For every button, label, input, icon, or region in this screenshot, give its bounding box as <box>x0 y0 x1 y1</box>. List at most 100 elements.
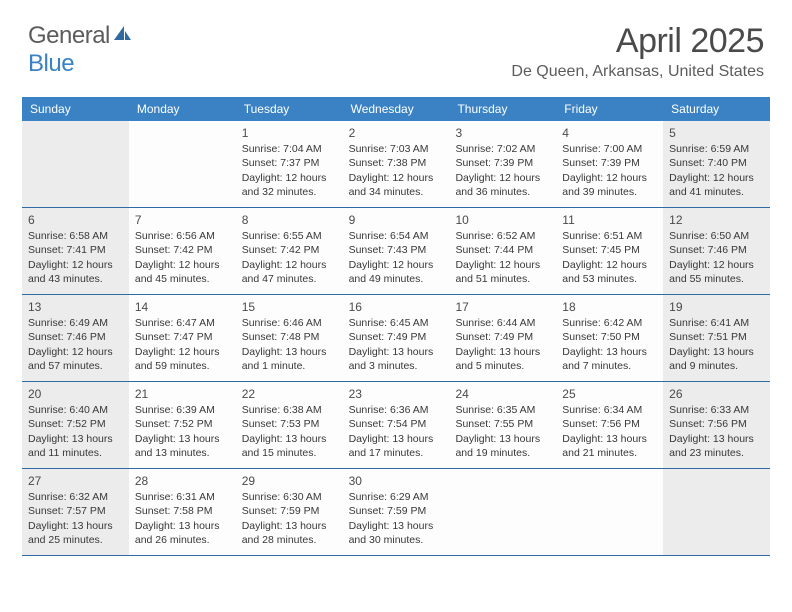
day-cell: 29Sunrise: 6:30 AMSunset: 7:59 PMDayligh… <box>236 469 343 555</box>
day-cell: 14Sunrise: 6:47 AMSunset: 7:47 PMDayligh… <box>129 295 236 381</box>
day-info-line: Daylight: 12 hours and 59 minutes. <box>135 345 230 373</box>
day-header-cell: Wednesday <box>343 97 450 121</box>
day-info-line: Sunrise: 6:58 AM <box>28 229 123 243</box>
week-row: 27Sunrise: 6:32 AMSunset: 7:57 PMDayligh… <box>22 469 770 556</box>
day-cell: 21Sunrise: 6:39 AMSunset: 7:52 PMDayligh… <box>129 382 236 468</box>
day-number: 29 <box>242 473 337 489</box>
day-header-cell: Tuesday <box>236 97 343 121</box>
day-info-line: Sunrise: 6:35 AM <box>455 403 550 417</box>
day-info-line: Daylight: 13 hours and 28 minutes. <box>242 519 337 547</box>
day-cell: 15Sunrise: 6:46 AMSunset: 7:48 PMDayligh… <box>236 295 343 381</box>
day-info-line: Sunrise: 7:03 AM <box>349 142 444 156</box>
day-info-line: Daylight: 12 hours and 39 minutes. <box>562 171 657 199</box>
day-header-cell: Sunday <box>22 97 129 121</box>
day-info-line: Daylight: 12 hours and 53 minutes. <box>562 258 657 286</box>
day-info-line: Daylight: 13 hours and 19 minutes. <box>455 432 550 460</box>
brand-part2: Blue <box>28 50 74 77</box>
day-cell: 16Sunrise: 6:45 AMSunset: 7:49 PMDayligh… <box>343 295 450 381</box>
day-info-line: Sunrise: 6:52 AM <box>455 229 550 243</box>
day-info-line: Sunrise: 6:59 AM <box>669 142 764 156</box>
day-cell: 5Sunrise: 6:59 AMSunset: 7:40 PMDaylight… <box>663 121 770 207</box>
day-cell: 18Sunrise: 6:42 AMSunset: 7:50 PMDayligh… <box>556 295 663 381</box>
day-info-line: Sunset: 7:56 PM <box>669 417 764 431</box>
day-cell: 3Sunrise: 7:02 AMSunset: 7:39 PMDaylight… <box>449 121 556 207</box>
day-info-line: Daylight: 13 hours and 9 minutes. <box>669 345 764 373</box>
day-cell <box>22 121 129 207</box>
day-number: 4 <box>562 125 657 141</box>
day-info-line: Sunset: 7:55 PM <box>455 417 550 431</box>
day-info-line: Sunrise: 6:30 AM <box>242 490 337 504</box>
week-row: 6Sunrise: 6:58 AMSunset: 7:41 PMDaylight… <box>22 208 770 295</box>
day-info-line: Sunrise: 6:45 AM <box>349 316 444 330</box>
day-cell: 27Sunrise: 6:32 AMSunset: 7:57 PMDayligh… <box>22 469 129 555</box>
day-cell: 2Sunrise: 7:03 AMSunset: 7:38 PMDaylight… <box>343 121 450 207</box>
day-info-line: Sunset: 7:48 PM <box>242 330 337 344</box>
day-cell <box>663 469 770 555</box>
day-info-line: Daylight: 13 hours and 17 minutes. <box>349 432 444 460</box>
day-info-line: Sunset: 7:56 PM <box>562 417 657 431</box>
day-info-line: Sunrise: 6:44 AM <box>455 316 550 330</box>
day-number: 21 <box>135 386 230 402</box>
day-number: 25 <box>562 386 657 402</box>
day-cell: 11Sunrise: 6:51 AMSunset: 7:45 PMDayligh… <box>556 208 663 294</box>
day-cell: 7Sunrise: 6:56 AMSunset: 7:42 PMDaylight… <box>129 208 236 294</box>
day-cell <box>129 121 236 207</box>
day-number: 14 <box>135 299 230 315</box>
day-info-line: Daylight: 12 hours and 43 minutes. <box>28 258 123 286</box>
day-cell: 10Sunrise: 6:52 AMSunset: 7:44 PMDayligh… <box>449 208 556 294</box>
day-number: 26 <box>669 386 764 402</box>
day-info-line: Sunrise: 6:54 AM <box>349 229 444 243</box>
day-cell: 23Sunrise: 6:36 AMSunset: 7:54 PMDayligh… <box>343 382 450 468</box>
day-number: 30 <box>349 473 444 489</box>
day-info-line: Sunrise: 7:04 AM <box>242 142 337 156</box>
day-number: 1 <box>242 125 337 141</box>
day-info-line: Sunset: 7:49 PM <box>455 330 550 344</box>
day-info-line: Sunrise: 7:00 AM <box>562 142 657 156</box>
day-info-line: Sunrise: 6:36 AM <box>349 403 444 417</box>
day-info-line: Sunset: 7:47 PM <box>135 330 230 344</box>
day-cell: 20Sunrise: 6:40 AMSunset: 7:52 PMDayligh… <box>22 382 129 468</box>
weeks-container: 1Sunrise: 7:04 AMSunset: 7:37 PMDaylight… <box>22 121 770 556</box>
day-cell <box>556 469 663 555</box>
day-info-line: Sunset: 7:42 PM <box>242 243 337 257</box>
brand-part1: General <box>28 22 110 50</box>
day-info-line: Sunrise: 6:32 AM <box>28 490 123 504</box>
day-number: 3 <box>455 125 550 141</box>
day-cell: 1Sunrise: 7:04 AMSunset: 7:37 PMDaylight… <box>236 121 343 207</box>
day-number: 15 <box>242 299 337 315</box>
day-info-line: Daylight: 12 hours and 32 minutes. <box>242 171 337 199</box>
day-number: 24 <box>455 386 550 402</box>
day-number: 16 <box>349 299 444 315</box>
day-info-line: Sunset: 7:52 PM <box>28 417 123 431</box>
day-number: 18 <box>562 299 657 315</box>
day-cell: 25Sunrise: 6:34 AMSunset: 7:56 PMDayligh… <box>556 382 663 468</box>
day-info-line: Daylight: 13 hours and 25 minutes. <box>28 519 123 547</box>
day-info-line: Daylight: 13 hours and 3 minutes. <box>349 345 444 373</box>
day-number: 19 <box>669 299 764 315</box>
day-info-line: Sunset: 7:52 PM <box>135 417 230 431</box>
day-cell: 26Sunrise: 6:33 AMSunset: 7:56 PMDayligh… <box>663 382 770 468</box>
day-info-line: Sunset: 7:54 PM <box>349 417 444 431</box>
day-info-line: Sunrise: 6:33 AM <box>669 403 764 417</box>
day-info-line: Sunset: 7:59 PM <box>349 504 444 518</box>
day-cell: 22Sunrise: 6:38 AMSunset: 7:53 PMDayligh… <box>236 382 343 468</box>
day-cell: 6Sunrise: 6:58 AMSunset: 7:41 PMDaylight… <box>22 208 129 294</box>
day-number: 10 <box>455 212 550 228</box>
location-subtitle: De Queen, Arkansas, United States <box>511 63 764 81</box>
day-info-line: Daylight: 13 hours and 21 minutes. <box>562 432 657 460</box>
day-info-line: Sunset: 7:49 PM <box>349 330 444 344</box>
day-info-line: Sunset: 7:58 PM <box>135 504 230 518</box>
week-row: 1Sunrise: 7:04 AMSunset: 7:37 PMDaylight… <box>22 121 770 208</box>
day-info-line: Daylight: 12 hours and 41 minutes. <box>669 171 764 199</box>
day-info-line: Sunrise: 6:46 AM <box>242 316 337 330</box>
day-info-line: Daylight: 13 hours and 11 minutes. <box>28 432 123 460</box>
day-info-line: Daylight: 13 hours and 15 minutes. <box>242 432 337 460</box>
day-number: 7 <box>135 212 230 228</box>
day-info-line: Sunset: 7:40 PM <box>669 156 764 170</box>
day-info-line: Daylight: 13 hours and 26 minutes. <box>135 519 230 547</box>
day-info-line: Sunset: 7:42 PM <box>135 243 230 257</box>
day-info-line: Sunset: 7:53 PM <box>242 417 337 431</box>
day-header-cell: Friday <box>556 97 663 121</box>
day-info-line: Sunset: 7:39 PM <box>455 156 550 170</box>
day-cell: 9Sunrise: 6:54 AMSunset: 7:43 PMDaylight… <box>343 208 450 294</box>
